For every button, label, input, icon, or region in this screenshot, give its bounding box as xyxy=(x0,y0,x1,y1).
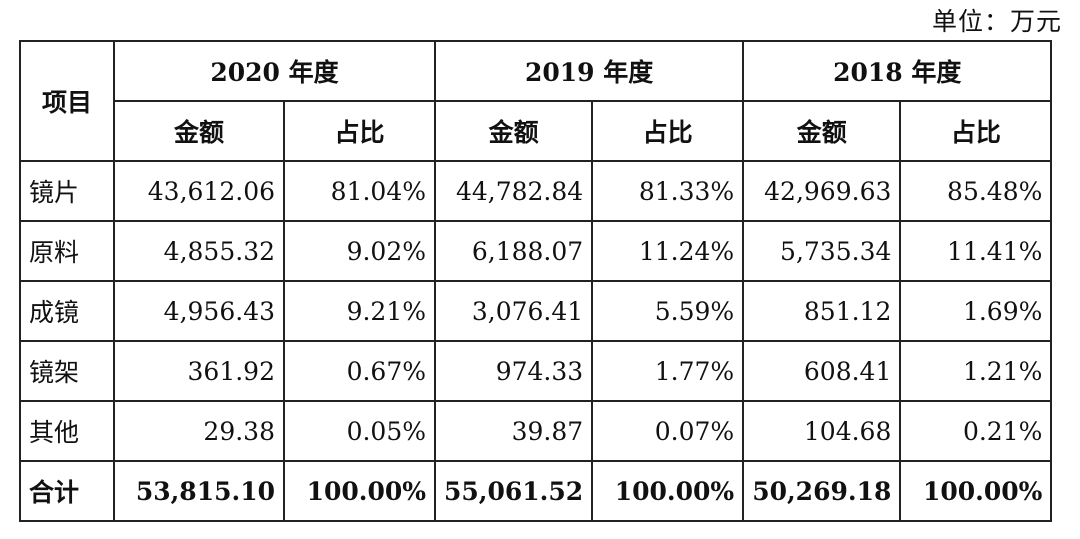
header-share: 占比 xyxy=(591,100,745,162)
cell: 1.69% xyxy=(899,280,1053,342)
cell: 85.48% xyxy=(899,160,1053,222)
row-label: 原料 xyxy=(19,220,115,282)
table-row: 镜片 43,612.06 81.04% 44,782.84 81.33% 42,… xyxy=(19,160,1053,222)
row-label: 成镜 xyxy=(19,280,115,342)
header-amount: 金额 xyxy=(433,100,594,162)
cell: 851.12 xyxy=(742,280,902,342)
cell: 4,956.43 xyxy=(113,280,285,342)
header-share: 占比 xyxy=(283,100,436,162)
table-row: 原料 4,855.32 9.02% 6,188.07 11.24% 5,735.… xyxy=(19,220,1053,282)
row-label: 合计 xyxy=(19,460,115,522)
cell: 42,969.63 xyxy=(742,160,902,222)
cell: 0.67% xyxy=(283,340,436,402)
cell: 81.33% xyxy=(591,160,745,222)
header-item: 项目 xyxy=(19,40,115,162)
header-year-2018: 2018 年度 xyxy=(742,40,1053,102)
cell: 43,612.06 xyxy=(113,160,285,222)
table-row: 镜架 361.92 0.67% 974.33 1.77% 608.41 1.21… xyxy=(19,340,1053,402)
header-year-2020: 2020 年度 xyxy=(113,40,436,102)
cell: 4,855.32 xyxy=(113,220,285,282)
cell: 361.92 xyxy=(113,340,285,402)
cell: 55,061.52 xyxy=(433,460,594,522)
cell: 39.87 xyxy=(433,400,594,462)
cell: 1.77% xyxy=(591,340,745,402)
cell: 0.21% xyxy=(899,400,1053,462)
row-label: 镜片 xyxy=(19,160,115,222)
cell: 1.21% xyxy=(899,340,1053,402)
table-row: 其他 29.38 0.05% 39.87 0.07% 104.68 0.21% xyxy=(19,400,1053,462)
header-year-2019: 2019 年度 xyxy=(433,40,745,102)
cell: 100.00% xyxy=(591,460,745,522)
cell: 44,782.84 xyxy=(433,160,594,222)
table-row: 成镜 4,956.43 9.21% 3,076.41 5.59% 851.12 … xyxy=(19,280,1053,342)
cell: 9.02% xyxy=(283,220,436,282)
row-label: 其他 xyxy=(19,400,115,462)
cell: 11.41% xyxy=(899,220,1053,282)
cell: 9.21% xyxy=(283,280,436,342)
cell: 50,269.18 xyxy=(742,460,902,522)
cell: 5.59% xyxy=(591,280,745,342)
cell: 100.00% xyxy=(899,460,1053,522)
revenue-table: 项目 2020 年度 2019 年度 2018 年度 金额 占比 金额 占比 金… xyxy=(19,40,1053,522)
header-amount: 金额 xyxy=(742,100,902,162)
cell: 3,076.41 xyxy=(433,280,594,342)
cell: 53,815.10 xyxy=(113,460,285,522)
cell: 81.04% xyxy=(283,160,436,222)
row-label: 镜架 xyxy=(19,340,115,402)
cell: 0.07% xyxy=(591,400,745,462)
cell: 5,735.34 xyxy=(742,220,902,282)
cell: 608.41 xyxy=(742,340,902,402)
cell: 974.33 xyxy=(433,340,594,402)
cell: 29.38 xyxy=(113,400,285,462)
table-row-total: 合计 53,815.10 100.00% 55,061.52 100.00% 5… xyxy=(19,460,1053,522)
cell: 104.68 xyxy=(742,400,902,462)
cell: 11.24% xyxy=(591,220,745,282)
header-share: 占比 xyxy=(899,100,1053,162)
cell: 6,188.07 xyxy=(433,220,594,282)
header-amount: 金额 xyxy=(113,100,285,162)
cell: 100.00% xyxy=(283,460,436,522)
cell: 0.05% xyxy=(283,400,436,462)
unit-label: 单位：万元 xyxy=(931,7,1062,36)
